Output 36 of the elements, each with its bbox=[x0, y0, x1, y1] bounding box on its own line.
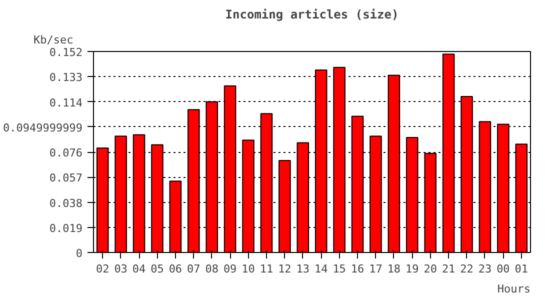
x-tick-label: 16 bbox=[350, 262, 364, 276]
y-axis-title: Kb/sec bbox=[34, 34, 74, 46]
y-tick-label: 0.057 bbox=[49, 172, 83, 185]
x-tick-label: 11 bbox=[260, 262, 274, 276]
x-tick-label: 15 bbox=[332, 262, 346, 276]
y-tick-label: 0.076 bbox=[49, 146, 83, 160]
x-tick-label: 21 bbox=[442, 262, 456, 276]
y-tick-label: 0.0949999999 bbox=[3, 121, 83, 134]
x-tick-label: 10 bbox=[242, 262, 255, 276]
x-tick-label: 01 bbox=[514, 262, 528, 276]
chart-title: Incoming articles (size) bbox=[225, 8, 399, 22]
x-tick-label: 09 bbox=[223, 262, 237, 276]
x-tick-label: 08 bbox=[205, 262, 218, 276]
y-tick-label: 0.038 bbox=[49, 196, 83, 210]
x-tick-label: 19 bbox=[406, 262, 419, 276]
x-tick-label: 12 bbox=[278, 262, 292, 276]
y-tick-label: 0.133 bbox=[49, 71, 83, 84]
y-tick-label: 0.019 bbox=[49, 222, 83, 235]
x-tick-label: 04 bbox=[132, 262, 146, 276]
x-tick-label: 17 bbox=[369, 262, 382, 276]
y-tick-label: 0 bbox=[76, 247, 82, 260]
x-tick-label: 00 bbox=[496, 262, 510, 276]
x-axis-title: Hours bbox=[497, 282, 531, 296]
x-tick-label: 03 bbox=[114, 262, 128, 276]
y-tick-label: 0.152 bbox=[49, 46, 83, 59]
x-tick-label: 13 bbox=[296, 262, 310, 276]
x-tick-label: 05 bbox=[150, 262, 164, 276]
x-tick-label: 14 bbox=[314, 262, 328, 276]
x-tick-label: 07 bbox=[187, 262, 200, 276]
x-tick-label: 22 bbox=[460, 262, 474, 276]
x-tick-label: 20 bbox=[424, 262, 437, 276]
x-tick-label: 02 bbox=[96, 262, 110, 276]
y-tick-label: 0.114 bbox=[49, 96, 83, 110]
x-tick-label: 18 bbox=[387, 262, 401, 276]
x-tick-label: 06 bbox=[168, 262, 182, 276]
x-tick-label: 23 bbox=[478, 262, 492, 276]
